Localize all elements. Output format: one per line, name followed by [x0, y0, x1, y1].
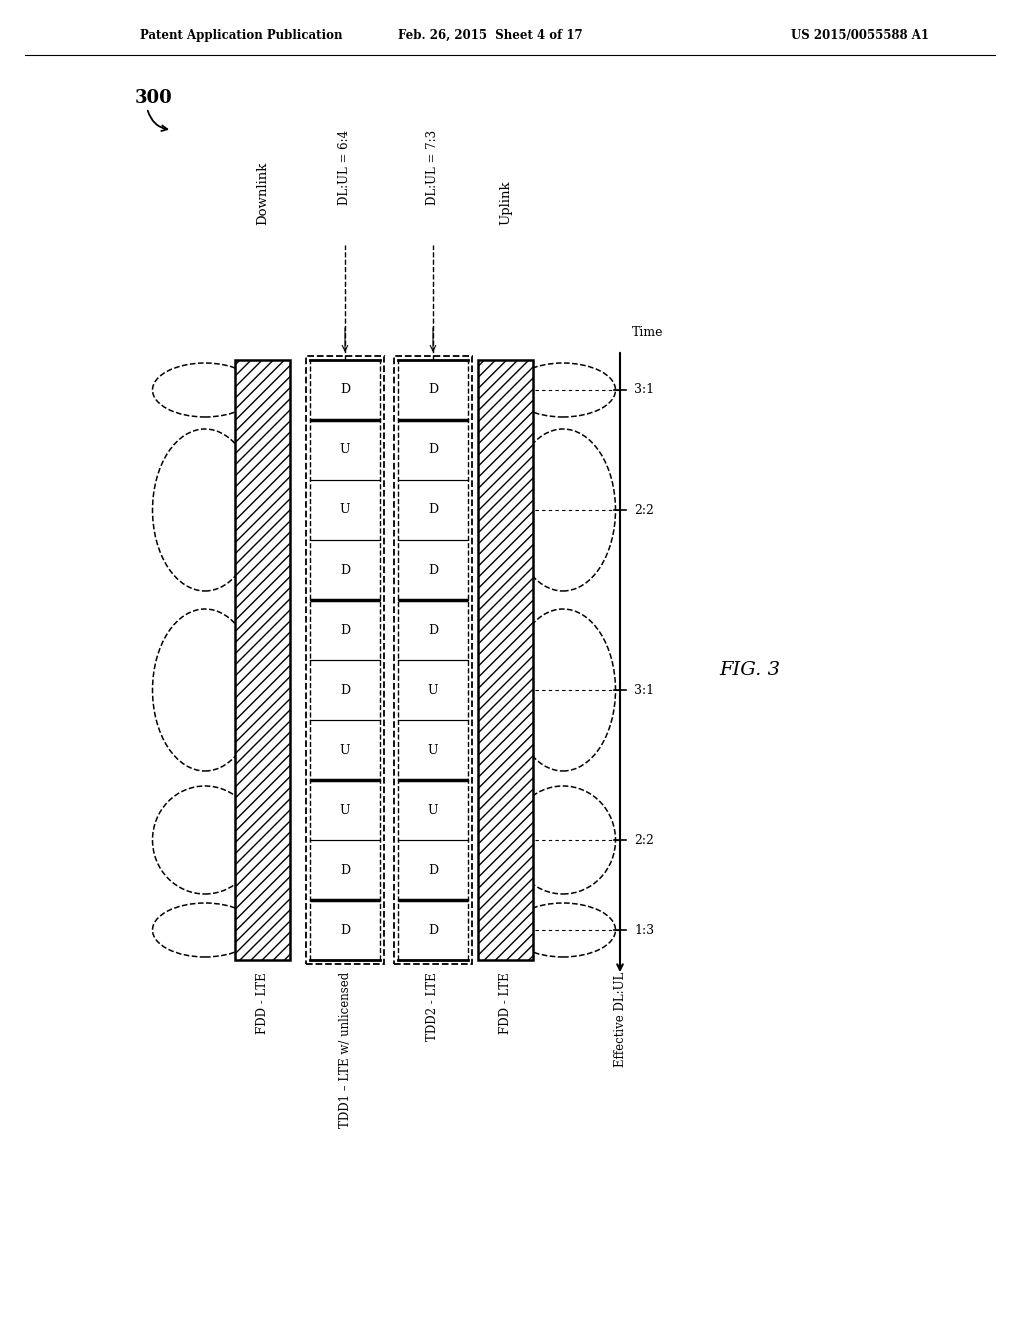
- Text: D: D: [428, 564, 438, 577]
- Bar: [398, 540, 468, 601]
- Text: D: D: [428, 444, 438, 457]
- Bar: [310, 480, 380, 540]
- Text: DL:UL = 6:4: DL:UL = 6:4: [339, 129, 351, 205]
- Bar: [398, 780, 468, 840]
- Text: U: U: [428, 743, 438, 756]
- Bar: [398, 601, 468, 660]
- Text: 1:3: 1:3: [634, 924, 654, 936]
- Text: D: D: [428, 924, 438, 936]
- Bar: [478, 360, 534, 960]
- Text: US 2015/0055588 A1: US 2015/0055588 A1: [791, 29, 929, 41]
- Text: TDD2 - LTE: TDD2 - LTE: [427, 972, 439, 1040]
- Bar: [398, 480, 468, 540]
- Text: Patent Application Publication: Patent Application Publication: [140, 29, 342, 41]
- Bar: [310, 660, 380, 719]
- Ellipse shape: [511, 903, 615, 957]
- Text: TDD1 – LTE w/ unlicensed: TDD1 – LTE w/ unlicensed: [339, 972, 351, 1129]
- Text: 2:2: 2:2: [634, 503, 654, 516]
- Text: DL:UL = 7:3: DL:UL = 7:3: [427, 129, 439, 205]
- Bar: [310, 900, 380, 960]
- Text: Time: Time: [632, 326, 664, 338]
- Text: 3:1: 3:1: [634, 684, 654, 697]
- Text: D: D: [340, 564, 350, 577]
- Text: Effective DL:UL: Effective DL:UL: [613, 972, 627, 1068]
- Text: D: D: [340, 384, 350, 396]
- Text: U: U: [340, 743, 350, 756]
- Ellipse shape: [153, 429, 257, 591]
- Ellipse shape: [153, 903, 257, 957]
- Ellipse shape: [511, 363, 615, 417]
- Ellipse shape: [511, 429, 615, 591]
- Text: D: D: [340, 684, 350, 697]
- Text: Uplink: Uplink: [499, 181, 512, 224]
- Bar: [310, 601, 380, 660]
- Text: FDD - LTE: FDD - LTE: [256, 972, 269, 1034]
- Bar: [398, 719, 468, 780]
- Text: U: U: [340, 503, 350, 516]
- Bar: [398, 660, 468, 719]
- Ellipse shape: [511, 785, 615, 894]
- Text: U: U: [428, 804, 438, 817]
- Bar: [310, 420, 380, 480]
- Text: D: D: [428, 384, 438, 396]
- Text: D: D: [340, 924, 350, 936]
- Text: D: D: [428, 863, 438, 876]
- Text: FIG. 3: FIG. 3: [720, 661, 780, 678]
- Ellipse shape: [153, 609, 257, 771]
- Bar: [310, 540, 380, 601]
- Bar: [398, 840, 468, 900]
- Text: U: U: [340, 444, 350, 457]
- Text: FDD - LTE: FDD - LTE: [499, 972, 512, 1034]
- Bar: [310, 719, 380, 780]
- Text: D: D: [340, 623, 350, 636]
- Bar: [234, 360, 290, 960]
- Text: Feb. 26, 2015  Sheet 4 of 17: Feb. 26, 2015 Sheet 4 of 17: [397, 29, 583, 41]
- Bar: [398, 420, 468, 480]
- Text: 300: 300: [135, 88, 173, 107]
- Bar: [310, 780, 380, 840]
- Text: U: U: [340, 804, 350, 817]
- Bar: [310, 360, 380, 420]
- Ellipse shape: [153, 785, 257, 894]
- Text: Downlink: Downlink: [256, 161, 269, 224]
- Text: 3:1: 3:1: [634, 384, 654, 396]
- Bar: [398, 900, 468, 960]
- Bar: [310, 840, 380, 900]
- Text: D: D: [340, 863, 350, 876]
- Ellipse shape: [511, 609, 615, 771]
- Bar: [398, 360, 468, 420]
- Ellipse shape: [153, 363, 257, 417]
- Text: D: D: [428, 623, 438, 636]
- Text: D: D: [428, 503, 438, 516]
- Text: 2:2: 2:2: [634, 833, 654, 846]
- Text: U: U: [428, 684, 438, 697]
